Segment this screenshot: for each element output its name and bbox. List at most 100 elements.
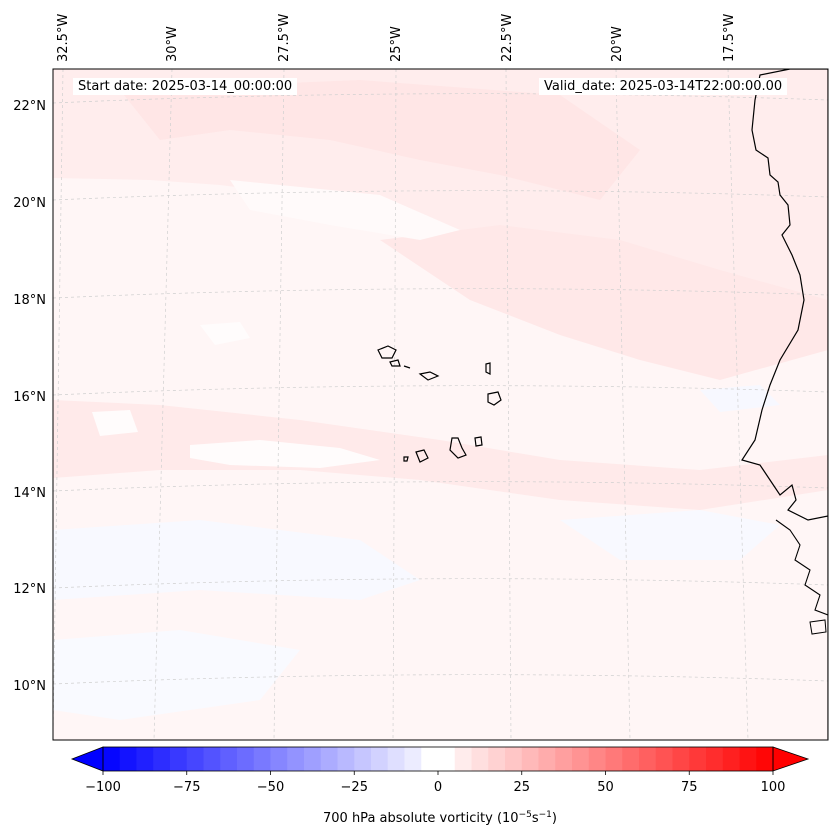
colorbar-segment [438,747,456,771]
colorbar-segment [203,747,221,771]
colorbar-segment [153,747,171,771]
colorbar-tick-label: −100 [85,780,121,795]
colorbar-segment [253,747,271,771]
colorbar-segment [170,747,188,771]
colorbar-segment [505,747,523,771]
vorticity-field [53,69,828,740]
lon-label-27-5w: 27.5°W [277,14,292,62]
colorbar-segment [421,747,439,771]
colorbar-segment [622,747,640,771]
colorbar-segment [186,747,204,771]
island-brava [403,456,409,462]
island-sal [485,362,491,375]
colorbar-tick-label: −50 [257,780,284,795]
colorbar-ticks: −100 −75 −50 −25 0 25 50 75 100 [85,771,785,795]
lon-label-20w: 20°W [610,26,625,62]
colorbar-segment [689,747,707,771]
colorbar-title: 700 hPa absolute vorticity (10−5s−1) [323,810,557,826]
colorbar-segment [220,747,238,771]
island-sao-vicente [389,359,401,367]
island-maio [474,436,483,447]
colorbar-tick-label: −75 [173,780,200,795]
longitude-labels: 32.5°W 30°W 27.5°W 25°W 22.5°W 20°W 17.5… [56,14,737,62]
colorbar-segment [304,747,322,771]
vorticity-patch-blue-2 [560,510,780,560]
colorbar-tick-label: 100 [761,780,786,795]
lat-label-20n: 20°N [13,196,46,211]
colorbar-segments [103,747,774,771]
vorticity-patch-white-4 [230,180,460,240]
coastline-africa [741,69,828,739]
colorbar-segment [521,747,539,771]
colorbar-segment [103,747,121,771]
lat-label-16n: 16°N [13,390,46,405]
vorticity-patch-blue-1 [53,520,420,600]
colorbar-tick-label: 0 [434,780,442,795]
vorticity-band-north-core [120,80,640,200]
colorbar-segment [756,747,774,771]
lon-label-32-5w: 32.5°W [56,14,71,62]
colorbar-segment [270,747,288,771]
island-sao-nicolau [418,371,440,381]
colorbar-segment [337,747,355,771]
colorbar-segment [538,747,556,771]
lon-label-25w: 25°W [389,26,404,62]
colorbar-segment [639,747,657,771]
map-frame [52,68,829,741]
island-fogo [415,449,429,463]
lat-label-14n: 14°N [13,486,46,501]
colorbar-segment [655,747,673,771]
colorbar-max-arrow [772,746,810,772]
colorbar: −100 −75 −50 −25 0 25 50 75 100 700 hPa absolute… [70,746,810,826]
colorbar-segment [588,747,606,771]
lat-label-12n: 12°N [13,582,46,597]
vorticity-patch-white-2 [200,322,250,345]
cape-verde-islands [377,345,502,463]
colorbar-segment [287,747,305,771]
start-date-label: Start date: 2025-03-14_00:00:00 [73,78,298,95]
colorbar-segment [605,747,623,771]
colorbar-tick-label: 75 [681,780,698,795]
colorbar-segment [706,747,724,771]
colorbar-segment [119,747,137,771]
vorticity-band-central [53,400,828,510]
latitude-labels: 22°N 20°N 18°N 16°N 14°N 12°N 10°N [13,99,46,694]
colorbar-min-arrow [70,746,104,772]
colorbar-tick-label: 50 [597,780,614,795]
colorbar-segment [136,747,154,771]
island-santiago [449,437,467,459]
colorbar-segment [722,747,740,771]
coastline-guinea [775,519,828,616]
lat-label-10n: 10°N [13,679,46,694]
colorbar-segment [572,747,590,771]
colorbar-tick-label: −25 [341,780,368,795]
lon-label-17-5w: 17.5°W [722,14,737,62]
lon-label-30w: 30°W [165,26,180,62]
colorbar-segment [672,747,690,771]
coastline-island-a [809,619,827,635]
colorbar-tick-label: 25 [513,780,530,795]
colorbar-segment [454,747,472,771]
gridlines [53,69,828,740]
vorticity-patch-white-1 [190,440,380,468]
vorticity-band-east [380,225,828,380]
vorticity-patch-blue-3 [53,630,300,720]
vorticity-patch-blue-4 [700,385,780,412]
lon-label-22-5w: 22.5°W [500,14,515,62]
colorbar-segment [354,747,372,771]
island-boa-vista [487,391,502,406]
island-santo-antao [377,345,397,359]
colorbar-segment [237,747,255,771]
lat-label-18n: 18°N [13,293,46,308]
colorbar-segment [404,747,422,771]
valid-date-label: Valid_date: 2025-03-14T22:00:00.00 [539,78,788,95]
colorbar-segment [739,747,757,771]
island-santa-luzia [403,365,411,369]
colorbar-segment [371,747,389,771]
colorbar-segment [387,747,405,771]
colorbar-segment [555,747,573,771]
colorbar-segment [471,747,489,771]
colorbar-segment [488,747,506,771]
lat-label-22n: 22°N [13,99,46,114]
